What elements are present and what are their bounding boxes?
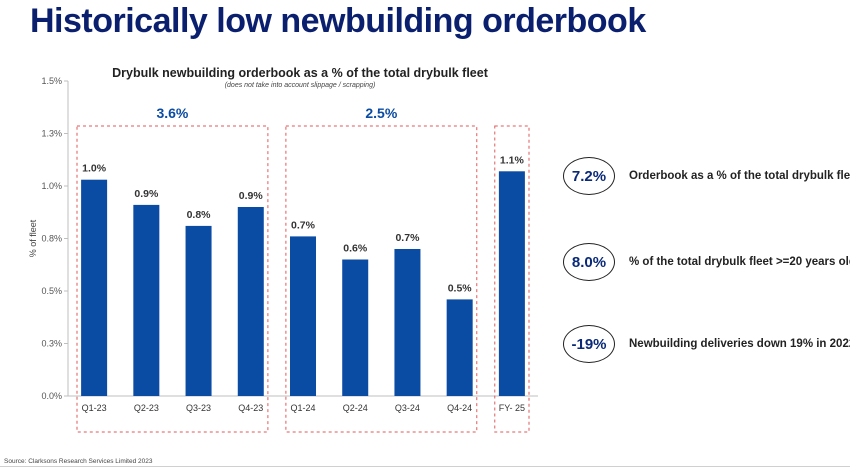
- bar-q1-24: [290, 236, 316, 396]
- bar-fy-25: [498, 171, 525, 396]
- chart-subtitle: (does not take into account slippage / s…: [224, 82, 376, 89]
- bar-q3-23: [185, 225, 212, 396]
- data-label: 0.7%: [291, 219, 316, 231]
- data-label: 1.0%: [82, 163, 107, 175]
- bar-q2-23: [133, 204, 160, 396]
- page-title: Historically low newbuilding orderbook: [30, 2, 646, 40]
- y-tick-label: 1.5%: [41, 76, 62, 86]
- group-total-label: 3.6%: [156, 105, 188, 121]
- kpi-deliveries-value: -19%: [563, 325, 615, 363]
- x-tick-label: Q3-24: [395, 403, 420, 413]
- y-tick-label: 1.0%: [41, 181, 62, 191]
- x-tick-label: Q4-23: [238, 403, 263, 413]
- footer-divider: [0, 466, 850, 467]
- y-tick-label: 0.3%: [41, 339, 62, 349]
- x-tick-label: Q2-23: [134, 403, 159, 413]
- x-tick-label: Q4-24: [447, 403, 472, 413]
- y-tick-label: 0.8%: [41, 234, 62, 244]
- kpi-fleet-age: 8.0% % of the total drybulk fleet >=20 y…: [563, 243, 850, 281]
- y-axis-title: % of fleet: [28, 219, 38, 257]
- bar-q1-23: [81, 179, 108, 396]
- data-label: 1.1%: [500, 154, 525, 166]
- data-label: 0.8%: [187, 209, 212, 221]
- group-box-2: [285, 125, 478, 433]
- data-label: 0.5%: [448, 282, 473, 294]
- kpi-fleet-age-label: % of the total drybulk fleet >=20 years …: [629, 256, 850, 268]
- data-label: 0.9%: [134, 188, 159, 200]
- kpi-orderbook-value: 7.2%: [563, 157, 615, 195]
- data-label: 0.9%: [239, 190, 264, 202]
- bar-q4-23: [237, 207, 264, 396]
- y-tick-label: 0.5%: [41, 286, 62, 296]
- data-label: 0.6%: [343, 243, 368, 255]
- bar-q2-24: [342, 259, 369, 396]
- kpi-orderbook: 7.2% Orderbook as a % of the total drybu…: [563, 157, 850, 195]
- y-tick-label: 0.0%: [41, 391, 62, 401]
- group-box-3: [494, 125, 530, 433]
- bar-q4-24: [446, 299, 473, 396]
- data-label: 0.7%: [395, 232, 420, 244]
- x-tick-label: Q1-23: [82, 403, 107, 413]
- x-tick-label: FY- 25: [499, 403, 525, 413]
- kpi-orderbook-label: Orderbook as a % of the total drybulk fl…: [629, 170, 850, 182]
- group-total-label: 2.5%: [365, 105, 397, 121]
- kpi-deliveries-label: Newbuilding deliveries down 19% in 2022: [629, 338, 850, 350]
- source-note: Source: Clarksons Research Services Limi…: [4, 458, 153, 465]
- y-tick-label: 1.3%: [41, 129, 62, 139]
- x-tick-label: Q3-23: [186, 403, 211, 413]
- chart-title: Drybulk newbuilding orderbook as a % of …: [112, 66, 488, 80]
- kpi-fleet-age-value: 8.0%: [563, 243, 615, 281]
- x-tick-label: Q1-24: [290, 403, 315, 413]
- group-box-1: [76, 125, 269, 433]
- x-tick-label: Q2-24: [343, 403, 368, 413]
- bar-q3-24: [394, 249, 421, 396]
- kpi-deliveries: -19% Newbuilding deliveries down 19% in …: [563, 325, 850, 363]
